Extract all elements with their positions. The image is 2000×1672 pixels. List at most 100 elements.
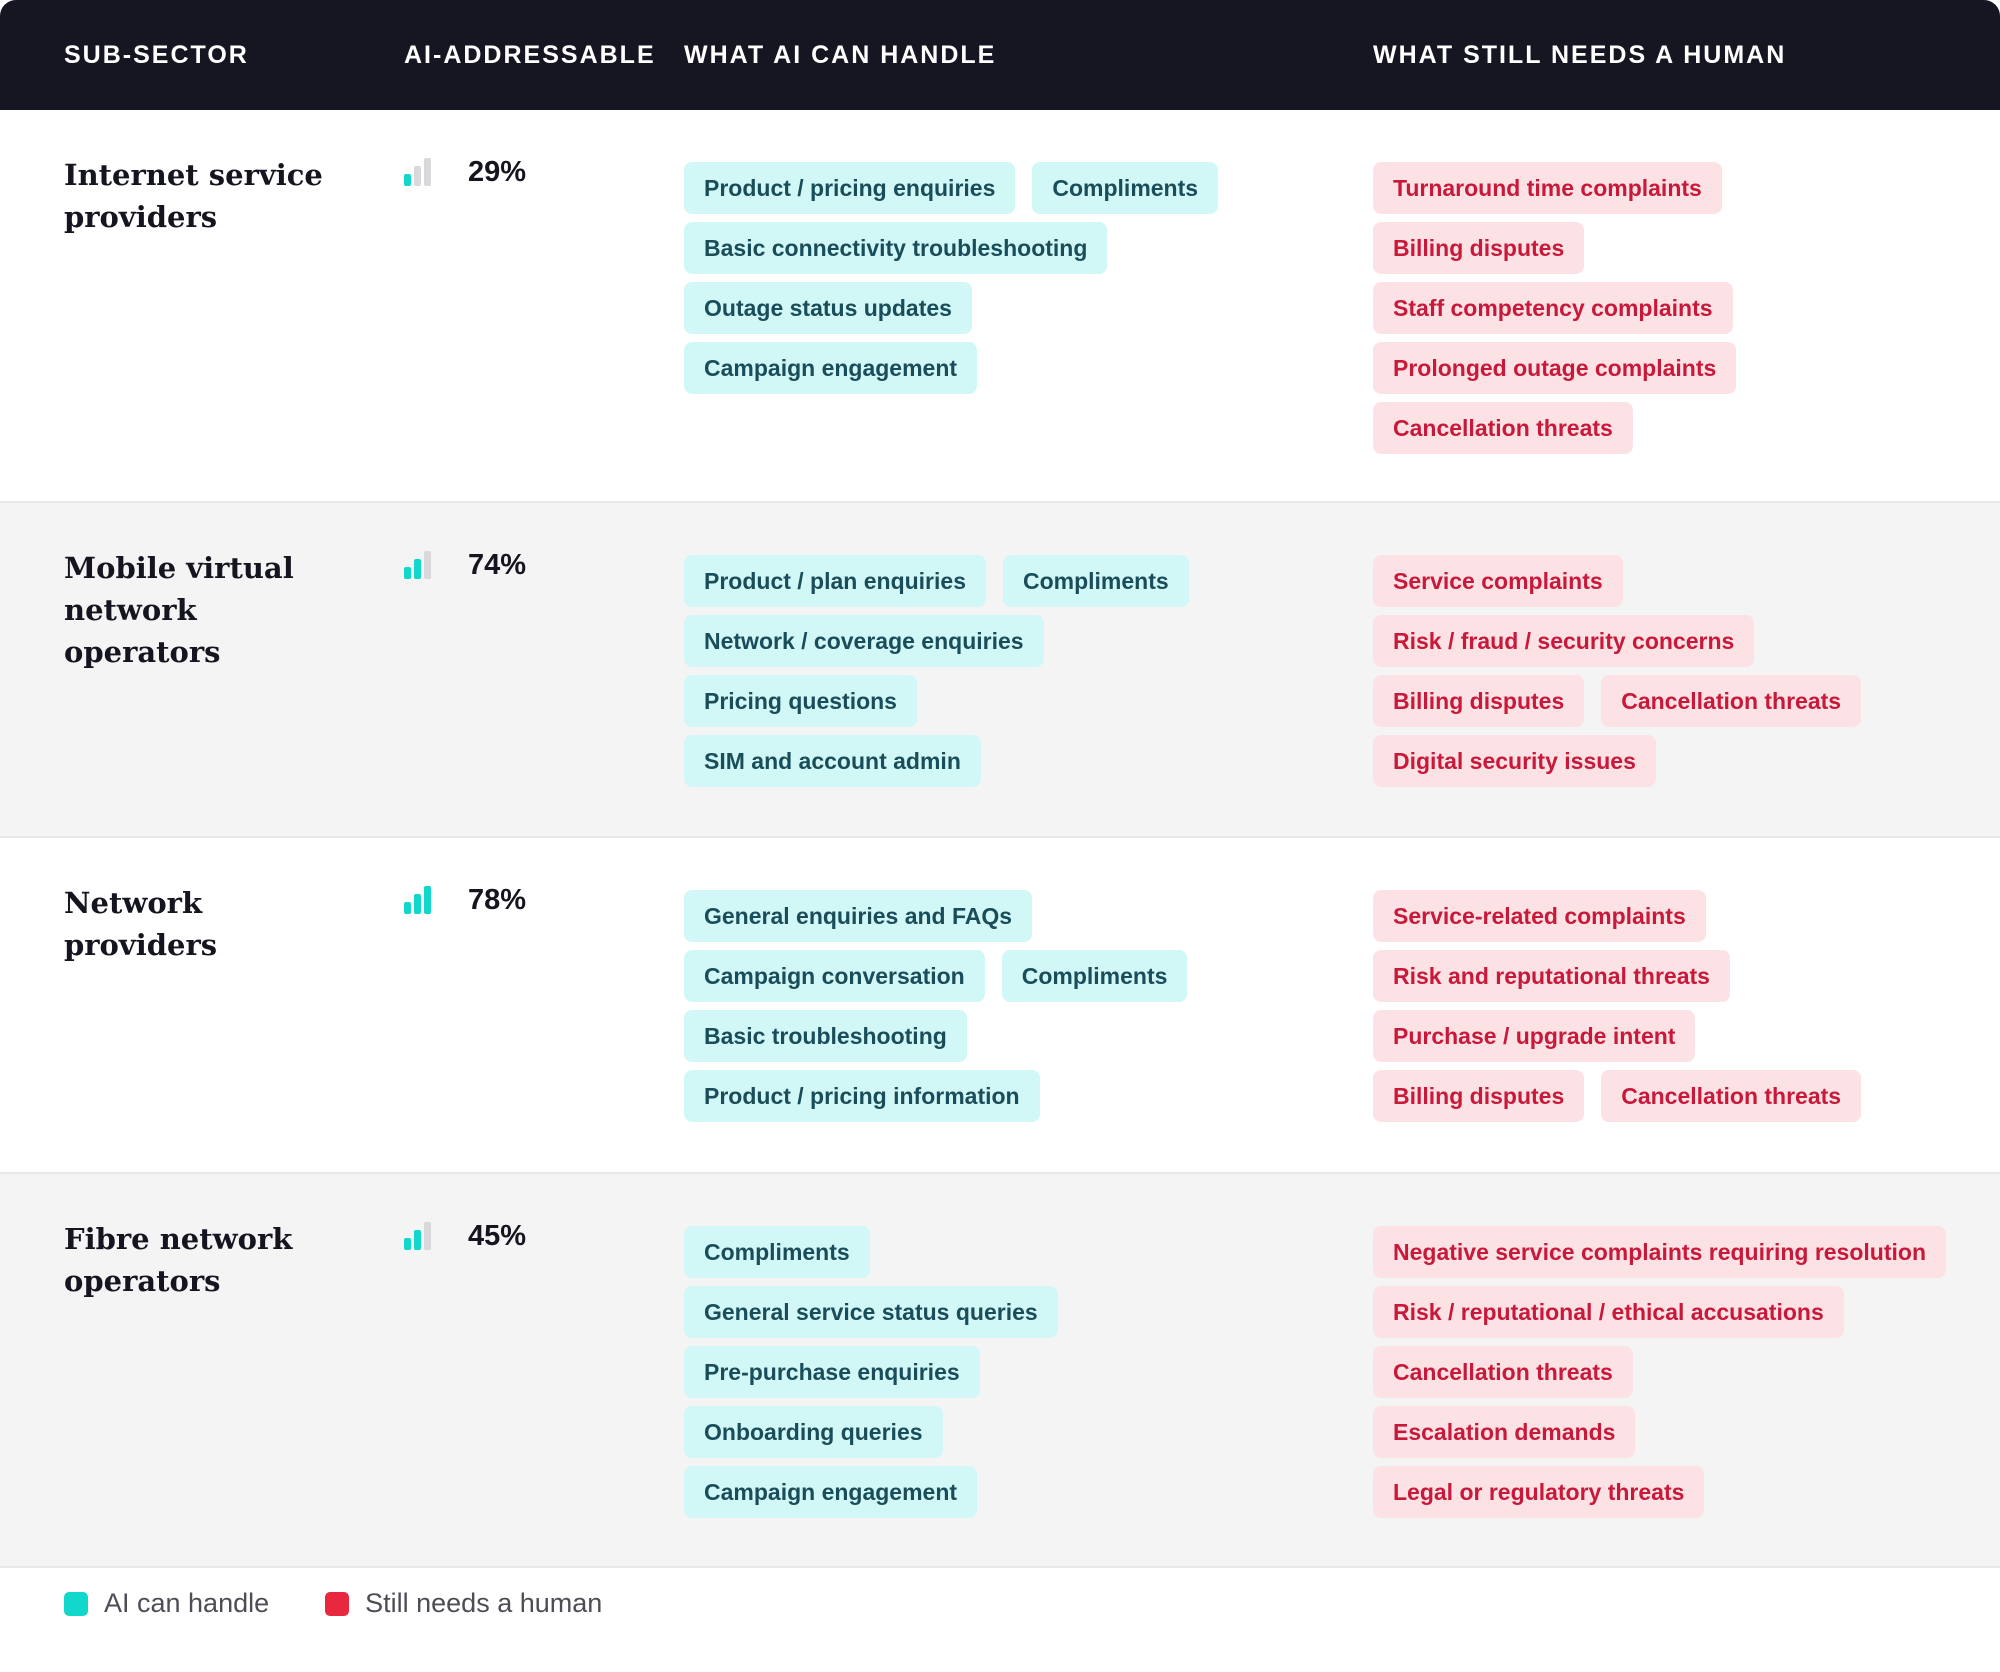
pill-line: Basic connectivity troubleshooting bbox=[684, 222, 1218, 274]
human-tag: Negative service complaints requiring re… bbox=[1373, 1226, 1946, 1278]
table-body: Internet service providers 29% Product / p… bbox=[0, 110, 2000, 1568]
table-row: Internet service providers 29% Product / p… bbox=[0, 110, 2000, 503]
signal-bar bbox=[424, 158, 431, 186]
pill-line: Campaign conversation Compliments bbox=[684, 950, 1188, 1002]
human-tag: Cancellation threats bbox=[1373, 402, 1633, 454]
human-tag: Risk and reputational threats bbox=[1373, 950, 1730, 1002]
ai-addressable-score: 45% bbox=[404, 1220, 526, 1252]
pill-line: Prolonged outage complaints bbox=[1373, 342, 1737, 394]
ai-addressable-percent: 74% bbox=[468, 549, 527, 581]
ai-tag: Network / coverage enquiries bbox=[684, 615, 1044, 667]
ai-tag: Compliments bbox=[684, 1226, 870, 1278]
pill-line: Staff competency complaints bbox=[1373, 282, 1736, 334]
ai-tag: Campaign engagement bbox=[684, 1466, 978, 1518]
human-tag: Service-related complaints bbox=[1373, 890, 1706, 942]
pill-line: General enquiries and FAQs bbox=[684, 890, 1187, 942]
pill-line: Product / pricing information bbox=[684, 1070, 1187, 1122]
ai-tag: Campaign engagement bbox=[684, 342, 978, 394]
pill-line: Turnaround time complaints bbox=[1373, 162, 1736, 214]
pill-line: Risk / fraud / security concerns bbox=[1373, 615, 1861, 667]
needs-human-list: Service complaints Risk / fraud / securit… bbox=[1373, 555, 1862, 787]
sector-name: Network providers bbox=[64, 886, 218, 962]
ai-can-handle-list: Compliments General service status querie… bbox=[684, 1226, 1058, 1518]
signal-bar bbox=[424, 551, 431, 579]
signal-bar bbox=[414, 894, 421, 914]
signal-bar bbox=[404, 1238, 411, 1250]
human-tag: Prolonged outage complaints bbox=[1373, 342, 1737, 394]
human-tag: Cancellation threats bbox=[1601, 1070, 1862, 1122]
pill-line: General service status queries bbox=[684, 1286, 1058, 1338]
signal-bar bbox=[424, 1222, 431, 1250]
signal-bar bbox=[414, 559, 421, 579]
ai-addressable-score: 74% bbox=[404, 549, 526, 581]
pill-line: Pricing questions bbox=[684, 675, 1189, 727]
human-tag: Risk / fraud / security concerns bbox=[1373, 615, 1755, 667]
pill-line: Escalation demands bbox=[1373, 1406, 1946, 1458]
pill-line: Campaign engagement bbox=[684, 342, 1218, 394]
ai-tag: Compliments bbox=[1001, 950, 1188, 1002]
pill-line: Cancellation threats bbox=[1373, 1346, 1946, 1398]
pill-line: Legal or regulatory threats bbox=[1373, 1466, 1946, 1518]
table-header: SUB-SECTOR AI-ADDRESSABLE WHAT AI CAN HA… bbox=[0, 0, 2000, 110]
legend-label-human: Still needs a human bbox=[365, 1588, 603, 1618]
ai-tag: Product / pricing information bbox=[684, 1070, 1040, 1122]
ai-tag: General service status queries bbox=[684, 1286, 1058, 1338]
pill-line: Service-related complaints bbox=[1373, 890, 1861, 942]
signal-bars-icon bbox=[404, 158, 436, 186]
pill-line: Product / pricing enquiries Compliments bbox=[684, 162, 1219, 214]
needs-human-list: Turnaround time complaints Billing disput… bbox=[1373, 162, 1737, 454]
pill-line: Onboarding queries bbox=[684, 1406, 1058, 1458]
ai-tag: Onboarding queries bbox=[684, 1406, 943, 1458]
legend-item-human: Still needs a human bbox=[325, 1588, 602, 1619]
pill-line: Product / plan enquiries Compliments bbox=[684, 555, 1189, 607]
pill-line: Service complaints bbox=[1373, 555, 1861, 607]
human-tag: Service complaints bbox=[1373, 555, 1623, 607]
ai-tag: Product / pricing enquiries bbox=[684, 162, 1016, 214]
pill-line: Purchase / upgrade intent bbox=[1373, 1010, 1861, 1062]
human-tag: Turnaround time complaints bbox=[1373, 162, 1722, 214]
pill-line: Basic troubleshooting bbox=[684, 1010, 1187, 1062]
pill-line: Billing disputes Cancellation threats bbox=[1373, 1070, 1862, 1122]
ai-tag: Campaign conversation bbox=[684, 950, 985, 1002]
sector-name: Fibre network operators bbox=[64, 1222, 293, 1298]
ai-addressable-percent: 78% bbox=[468, 884, 527, 916]
pill-line: Risk and reputational threats bbox=[1373, 950, 1861, 1002]
ai-can-handle-list: General enquiries and FAQs Campaign conve… bbox=[684, 890, 1188, 1122]
ai-tag: Pre-purchase enquiries bbox=[684, 1346, 980, 1398]
human-tag: Escalation demands bbox=[1373, 1406, 1636, 1458]
table-row: Fibre network operators 45% Compliments Gen… bbox=[0, 1174, 2000, 1568]
ai-tag: Outage status updates bbox=[684, 282, 972, 334]
column-header-ai-can-handle: WHAT AI CAN HANDLE bbox=[684, 41, 997, 69]
ai-can-handle-list: Product / plan enquiries Compliments Netwo… bbox=[684, 555, 1189, 787]
human-swatch-icon bbox=[325, 1591, 350, 1616]
human-tag: Billing disputes bbox=[1373, 1070, 1585, 1122]
human-tag: Digital security issues bbox=[1373, 735, 1656, 787]
needs-human-list: Negative service complaints requiring re… bbox=[1373, 1226, 1946, 1518]
ai-tag: SIM and account admin bbox=[684, 735, 981, 787]
pill-line: Network / coverage enquiries bbox=[684, 615, 1189, 667]
legend-label-ai: AI can handle bbox=[104, 1588, 270, 1618]
signal-bar bbox=[404, 567, 411, 579]
ai-tag: Basic troubleshooting bbox=[684, 1010, 967, 1062]
human-tag: Billing disputes bbox=[1373, 222, 1585, 274]
ai-tag: General enquiries and FAQs bbox=[684, 890, 1033, 942]
pill-line: Digital security issues bbox=[1373, 735, 1861, 787]
pill-line: Negative service complaints requiring re… bbox=[1373, 1226, 1946, 1278]
signal-bars-icon bbox=[404, 1222, 436, 1250]
ai-swatch-icon bbox=[64, 1591, 88, 1616]
ai-tag: Compliments bbox=[1032, 162, 1219, 214]
pill-line: Campaign engagement bbox=[684, 1466, 1058, 1518]
human-tag: Staff competency complaints bbox=[1373, 282, 1733, 334]
sector-name: Internet service providers bbox=[64, 158, 323, 234]
ai-tag: Pricing questions bbox=[684, 675, 917, 727]
pill-line: SIM and account admin bbox=[684, 735, 1189, 787]
human-tag: Legal or regulatory threats bbox=[1373, 1466, 1705, 1518]
pill-line: Billing disputes Cancellation threats bbox=[1373, 675, 1862, 727]
signal-bar bbox=[414, 166, 421, 186]
ai-addressable-score: 78% bbox=[404, 884, 526, 916]
pill-line: Cancellation threats bbox=[1373, 402, 1736, 454]
ai-tag: Basic connectivity troubleshooting bbox=[684, 222, 1108, 274]
pill-line: Risk / reputational / ethical accusation… bbox=[1373, 1286, 1946, 1338]
signal-bars-icon bbox=[404, 886, 436, 914]
